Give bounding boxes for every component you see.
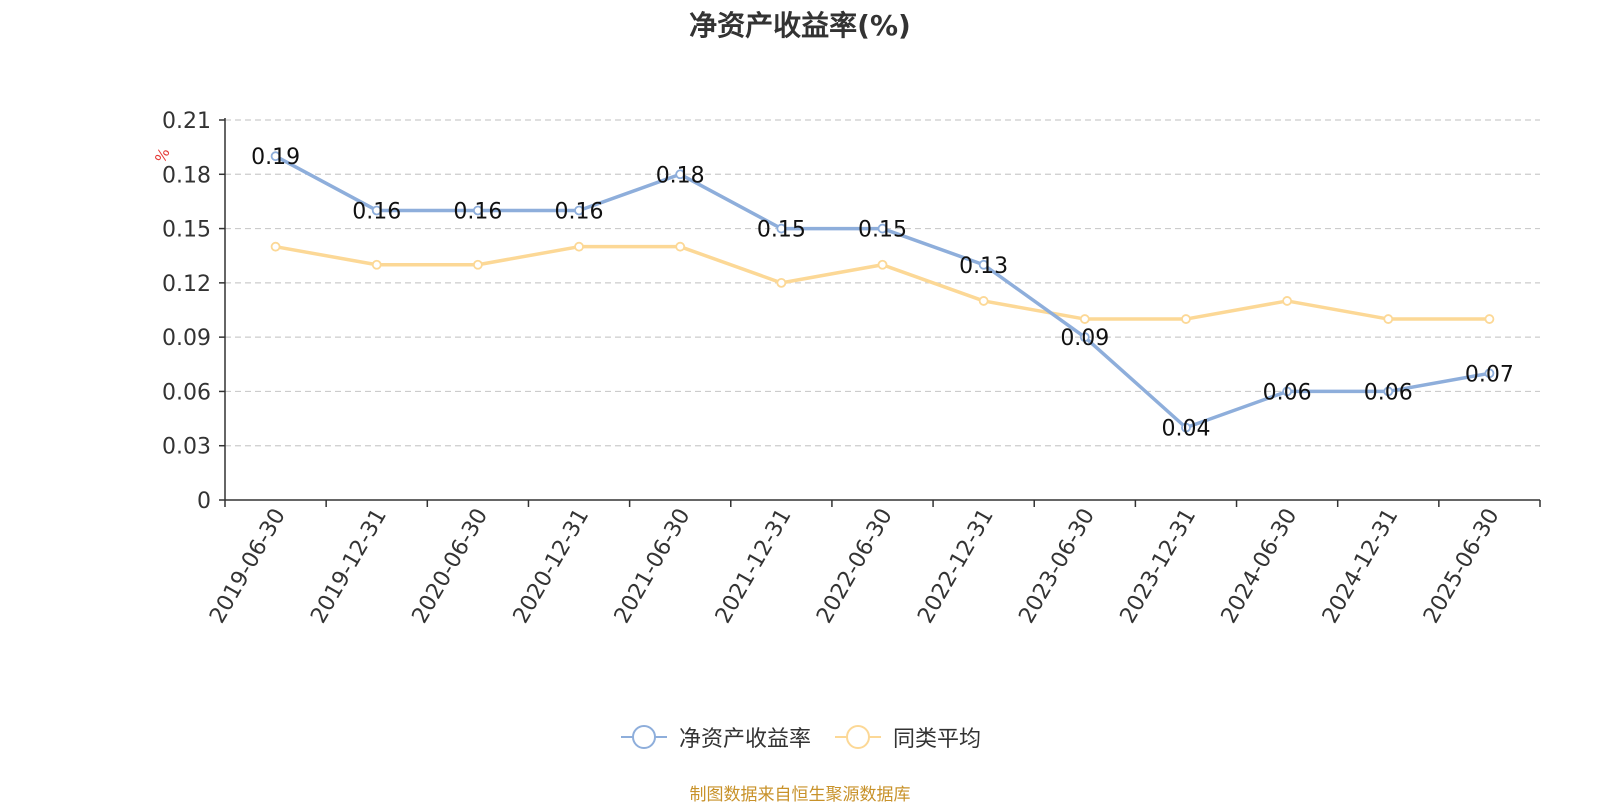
data-label: 0.09 bbox=[1060, 326, 1109, 351]
data-label: 0.04 bbox=[1161, 417, 1210, 442]
x-tick-label: 2024-12-31 bbox=[1318, 505, 1404, 628]
data-label: 0.18 bbox=[656, 163, 705, 188]
x-tick-label: 2021-12-31 bbox=[711, 505, 797, 628]
data-point bbox=[1282, 296, 1293, 306]
data-point bbox=[270, 151, 281, 162]
data-point bbox=[1282, 386, 1293, 397]
legend: 净资产收益率 同类平均 bbox=[0, 722, 1600, 752]
data-point bbox=[472, 259, 483, 270]
data-point bbox=[472, 205, 483, 216]
data-point bbox=[371, 259, 382, 270]
axes: 0 0.03 0.06 0.09 0.12 0.15 0.18 0.21% 2019-06-30… bbox=[151, 109, 1541, 628]
legend-label: 净资产收益率 bbox=[678, 727, 811, 752]
grid-lines bbox=[225, 119, 1540, 447]
data-point bbox=[877, 223, 888, 234]
y-tick-label: 0 bbox=[197, 489, 211, 514]
data-point bbox=[776, 223, 787, 234]
x-tick-label: 2024-06-30 bbox=[1217, 505, 1303, 628]
x-tick-label: 2022-12-31 bbox=[913, 505, 999, 628]
x-tick-label: 2023-06-30 bbox=[1014, 505, 1100, 628]
y-tick-label: 0.15 bbox=[162, 218, 211, 243]
data-label: 0.07 bbox=[1465, 362, 1514, 387]
data-point bbox=[1181, 422, 1191, 433]
legend-item[interactable]: 同类平均 bbox=[833, 721, 981, 753]
series-lines bbox=[270, 151, 1495, 433]
source-note: 制图数据来自恒生聚源数据库 bbox=[689, 785, 911, 805]
data-point bbox=[877, 259, 888, 270]
data-label: 0.16 bbox=[453, 199, 502, 224]
y-axis-label: % bbox=[151, 145, 173, 166]
x-tick-label: 2025-06-30 bbox=[1419, 505, 1505, 628]
legend-label: 同类平均 bbox=[893, 727, 982, 752]
data-point bbox=[1079, 332, 1090, 343]
legend-line-circle-icon bbox=[835, 725, 881, 749]
data-point bbox=[574, 241, 584, 252]
x-tick-label: 2021-06-30 bbox=[610, 505, 696, 628]
y-tick-label: 0.09 bbox=[162, 326, 211, 351]
x-tick-label: 2020-06-30 bbox=[408, 505, 494, 628]
data-label: 0.06 bbox=[1364, 380, 1413, 405]
data-point bbox=[1484, 314, 1495, 324]
data-point bbox=[675, 169, 686, 180]
data-label: 0.16 bbox=[352, 199, 401, 224]
x-tick-label: 2023-12-31 bbox=[1116, 505, 1202, 628]
data-point bbox=[1383, 314, 1394, 324]
data-point bbox=[675, 241, 686, 252]
data-label: 0.15 bbox=[757, 218, 806, 243]
data-point bbox=[776, 277, 787, 288]
x-tick-label: 2020-12-31 bbox=[509, 505, 595, 628]
y-tick-label: 0.21 bbox=[162, 109, 211, 134]
data-point bbox=[1484, 368, 1495, 379]
x-tick-label: 2019-12-31 bbox=[306, 505, 392, 628]
data-point bbox=[978, 259, 989, 270]
data-point bbox=[1181, 314, 1191, 324]
x-tick-label: 2022-06-30 bbox=[812, 505, 898, 628]
x-tick-label: 2019-06-30 bbox=[205, 505, 291, 628]
data-label: 0.15 bbox=[858, 218, 907, 243]
y-tick-label: 0.18 bbox=[162, 163, 211, 188]
data-label: 0.16 bbox=[555, 199, 604, 224]
data-label: 0.13 bbox=[959, 254, 1008, 279]
data-point bbox=[270, 241, 281, 252]
legend-item[interactable]: 净资产收益率 bbox=[619, 721, 811, 753]
data-point bbox=[574, 205, 584, 216]
y-tick-label: 0.03 bbox=[162, 435, 211, 460]
y-tick-label: 0.12 bbox=[162, 272, 211, 297]
data-point bbox=[978, 296, 989, 306]
data-point bbox=[371, 205, 382, 216]
legend-line-circle-icon bbox=[620, 725, 667, 749]
chart-title: 净资产收益率(%) bbox=[689, 9, 911, 42]
data-point bbox=[1079, 314, 1090, 324]
y-tick-label: 0.06 bbox=[162, 380, 211, 405]
data-label: 0.19 bbox=[251, 145, 300, 170]
data-label: 0.06 bbox=[1263, 380, 1312, 405]
data-labels: 0.19 0.16 0.16 0.16 0.18 0.15 0.15 0.13 0.09 0.04… bbox=[251, 145, 1514, 441]
data-point bbox=[1383, 386, 1394, 397]
